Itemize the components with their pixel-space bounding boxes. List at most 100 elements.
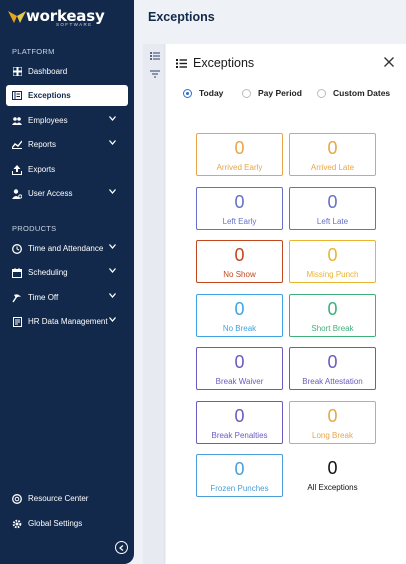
products-section-label: PRODUCTS bbox=[12, 224, 57, 233]
settings-gear-icon bbox=[12, 519, 22, 529]
exception-card-all-exceptions[interactable]: 0 All Exceptions bbox=[289, 454, 376, 497]
chevron-down-icon bbox=[109, 140, 116, 145]
sidebar-item-user-access[interactable]: User Access bbox=[6, 183, 128, 204]
employees-icon bbox=[12, 116, 22, 126]
workeasy-logo[interactable]: workeasy bbox=[8, 9, 105, 24]
exception-card-no-break[interactable]: 0 No Break bbox=[196, 293, 283, 337]
exception-label: No Break bbox=[222, 323, 257, 333]
panel-header: Exceptions bbox=[176, 56, 254, 70]
exception-card-left-late[interactable]: 0 Left Late bbox=[289, 186, 376, 230]
radio-dot bbox=[242, 88, 251, 98]
exception-count: 0 bbox=[234, 405, 245, 426]
radio-label: Custom Dates bbox=[333, 88, 391, 98]
exception-card-arrived-early[interactable]: 0 Arrived Early bbox=[196, 133, 283, 176]
sidebar-item-label: Global Settings bbox=[28, 519, 83, 528]
sidebar-item-label: Scheduling bbox=[28, 268, 68, 277]
exception-count: 0 bbox=[234, 191, 245, 212]
sidebar-item-hr-data-management[interactable]: HR Data Management bbox=[6, 311, 128, 332]
exception-label: Missing Punch bbox=[306, 270, 359, 279]
sidebar-item-label: Time and Attendance bbox=[28, 244, 104, 253]
collapse-sidebar-button[interactable] bbox=[115, 541, 128, 554]
exception-count: 0 bbox=[327, 245, 338, 265]
exception-label: Short Break bbox=[311, 323, 354, 333]
calendar-icon bbox=[12, 267, 22, 278]
filter-icon[interactable] bbox=[150, 70, 160, 78]
exception-label: All Exceptions bbox=[307, 483, 358, 492]
exceptions-icon bbox=[12, 91, 22, 101]
exception-card-break-attestation[interactable]: 0 Break Attestation bbox=[289, 347, 376, 390]
radio-label: Pay Period bbox=[258, 88, 302, 98]
sidebar-item-label: User Access bbox=[28, 189, 73, 198]
exception-count: 0 bbox=[327, 352, 338, 372]
exception-count: 0 bbox=[234, 298, 245, 319]
list-view-icon[interactable] bbox=[150, 52, 160, 60]
chevron-down-icon bbox=[109, 116, 116, 121]
radio-pay-period[interactable]: Pay Period bbox=[242, 88, 317, 98]
sidebar-item-exceptions[interactable]: Exceptions bbox=[6, 85, 128, 106]
sidebar-item-label: Resource Center bbox=[28, 494, 89, 503]
exception-label: Long Break bbox=[312, 430, 353, 440]
exception-label: Break Penalties bbox=[211, 430, 268, 440]
exception-count: 0 bbox=[234, 459, 245, 479]
radio-dot bbox=[317, 88, 326, 98]
sidebar-item-exports[interactable]: Exports bbox=[6, 159, 128, 180]
period-radio-group: Today Pay Period Custom Dates bbox=[183, 88, 398, 98]
exception-card-frozen-punches[interactable]: 0 Frozen Punches bbox=[196, 454, 283, 497]
sidebar-item-global-settings[interactable]: Global Settings bbox=[6, 513, 128, 534]
sidebar-item-resource-center[interactable]: Resource Center bbox=[6, 488, 128, 509]
sidebar-item-label: Exceptions bbox=[28, 91, 71, 100]
exception-label: Frozen Punches bbox=[210, 484, 269, 493]
chevron-left-icon bbox=[119, 544, 124, 551]
resource-center-icon bbox=[12, 493, 22, 504]
exception-count: 0 bbox=[327, 298, 338, 319]
user-access-icon bbox=[12, 188, 22, 199]
sidebar-item-time-off[interactable]: Time Off bbox=[6, 287, 128, 308]
chevron-down-icon bbox=[109, 189, 116, 194]
radio-today[interactable]: Today bbox=[183, 88, 242, 98]
radio-custom-dates[interactable]: Custom Dates bbox=[317, 88, 390, 98]
logo-text: workeasy bbox=[26, 7, 105, 25]
sidebar-item-label: HR Data Management bbox=[28, 317, 108, 326]
time-off-icon bbox=[12, 293, 22, 303]
chevron-down-icon bbox=[109, 293, 116, 298]
chevron-down-icon bbox=[109, 244, 116, 249]
exception-label: Break Waiver bbox=[215, 377, 264, 386]
exception-card-break-waiver[interactable]: 0 Break Waiver bbox=[196, 347, 283, 390]
exception-count: 0 bbox=[327, 138, 338, 158]
radio-dot bbox=[183, 88, 192, 98]
exception-label: Arrived Early bbox=[216, 163, 263, 172]
chevron-down-icon bbox=[109, 317, 116, 322]
sidebar-item-label: Dashboard bbox=[28, 67, 68, 76]
sidebar-item-time-and-attendance[interactable]: Time and Attendance bbox=[6, 238, 128, 259]
exception-card-short-break[interactable]: 0 Short Break bbox=[289, 293, 376, 337]
dashboard-icon bbox=[12, 67, 22, 77]
hr-data-icon bbox=[12, 316, 22, 327]
panel-title: Exceptions bbox=[193, 56, 255, 70]
exception-card-no-show[interactable]: 0 No Show bbox=[196, 240, 283, 283]
exception-count: 0 bbox=[234, 245, 245, 265]
sidebar-item-label: Reports bbox=[28, 140, 57, 149]
chevron-down-icon bbox=[109, 268, 116, 273]
page-title: Exceptions bbox=[148, 10, 215, 24]
exception-count: 0 bbox=[327, 191, 338, 212]
exception-count: 0 bbox=[234, 138, 245, 158]
sidebar-item-label: Exports bbox=[28, 165, 56, 174]
side-tool-rail bbox=[143, 44, 165, 564]
exception-card-left-early[interactable]: 0 Left Early bbox=[196, 186, 283, 230]
exceptions-panel: Exceptions Today Pay Period Custom Dates… bbox=[166, 44, 406, 564]
sidebar-item-dashboard[interactable]: Dashboard bbox=[6, 61, 128, 82]
exception-card-break-penalties[interactable]: 0 Break Penalties bbox=[196, 400, 283, 444]
exception-count: 0 bbox=[327, 458, 338, 478]
exception-card-missing-punch[interactable]: 0 Missing Punch bbox=[289, 240, 376, 283]
sidebar-item-employees[interactable]: Employees bbox=[6, 110, 128, 131]
exception-card-long-break[interactable]: 0 Long Break bbox=[289, 400, 376, 444]
close-icon[interactable] bbox=[384, 57, 394, 67]
exception-count: 0 bbox=[234, 352, 245, 372]
radio-label: Today bbox=[199, 88, 224, 98]
list-icon bbox=[176, 58, 187, 68]
platform-section-label: PLATFORM bbox=[12, 47, 55, 56]
sidebar-item-reports[interactable]: Reports bbox=[6, 134, 128, 155]
sidebar: workeasy SOFTWARE PLATFORM Dashboard Exc… bbox=[0, 0, 134, 564]
exception-card-arrived-late[interactable]: 0 Arrived Late bbox=[289, 133, 376, 176]
sidebar-item-scheduling[interactable]: Scheduling bbox=[6, 262, 128, 283]
